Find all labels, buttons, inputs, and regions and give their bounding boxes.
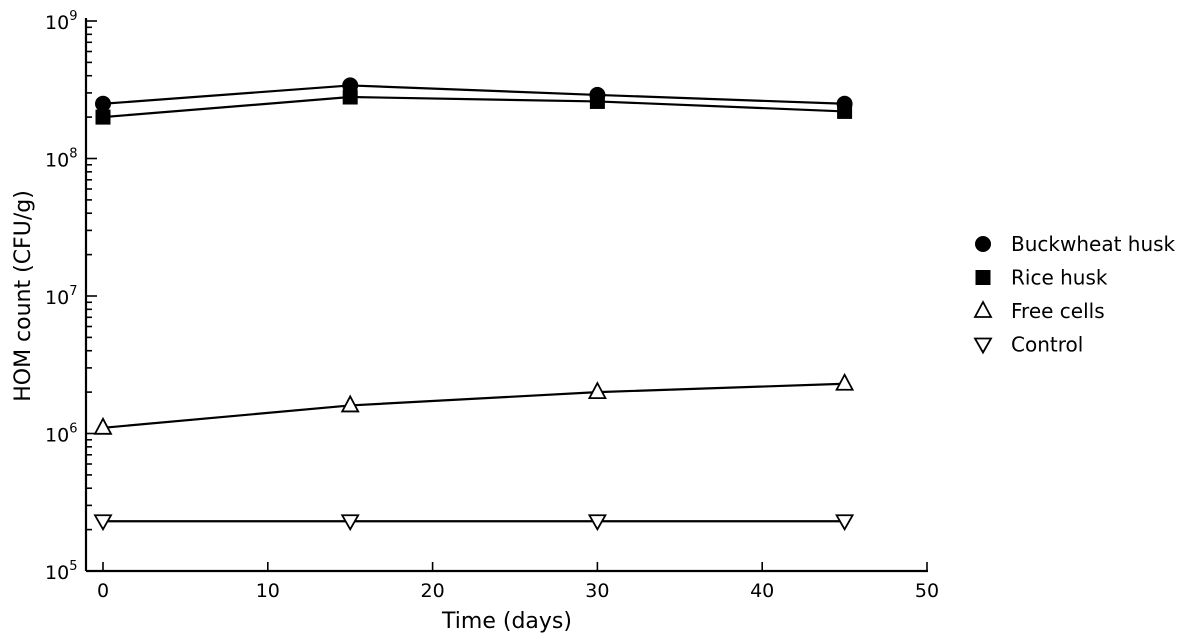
legend-marker-free-cells <box>973 300 993 318</box>
data-point-control <box>835 514 855 532</box>
series-control <box>93 514 855 532</box>
legend-marker-rice-husk <box>975 270 991 285</box>
legend-label-control: Control <box>1011 333 1083 357</box>
axes: 0 10 20 30 40 50 105 106 107 108 109 <box>45 9 939 602</box>
data-point-free-cells <box>93 416 113 435</box>
data-point-rice-husk <box>342 89 358 105</box>
series-rice-husk <box>95 89 853 125</box>
y-tick-label: 108 <box>45 147 77 172</box>
x-tick-label: 20 <box>421 580 445 602</box>
legend-item-control: Control <box>973 333 1083 357</box>
y-tick-label: 105 <box>45 559 77 584</box>
data-point-rice-husk <box>95 109 111 125</box>
series-free-cells <box>93 372 855 435</box>
data-point-free-cells <box>587 381 607 400</box>
data-point-rice-husk <box>837 103 853 119</box>
legend-label-free-cells: Free cells <box>1011 299 1105 323</box>
y-tick-label: 106 <box>45 422 77 447</box>
legend-label-buckwheat-husk: Buckwheat husk <box>1011 232 1176 256</box>
x-axis-label: Time (days) <box>441 609 572 634</box>
data-point-control <box>340 514 360 532</box>
legend-label-rice-husk: Rice husk <box>1011 266 1108 290</box>
y-tick-label: 109 <box>45 9 77 34</box>
data-point-buckwheat-husk <box>342 77 359 94</box>
x-tick-label: 40 <box>750 580 774 602</box>
series-line-buckwheat-husk <box>102 84 845 105</box>
data-point-free-cells <box>340 394 360 413</box>
legend-item-free-cells: Free cells <box>973 299 1105 323</box>
y-tick-label: 107 <box>45 284 77 309</box>
data-point-control <box>587 514 607 532</box>
series-layer <box>93 77 855 532</box>
data-point-free-cells <box>835 372 855 391</box>
y-axis-label: HOM count (CFU/g) <box>11 190 36 402</box>
legend: Buckwheat husk Rice husk Free cells Control <box>973 232 1176 357</box>
legend-item-rice-husk: Rice husk <box>975 266 1108 290</box>
x-tick-label: 30 <box>585 580 609 602</box>
legend-marker-control <box>973 337 993 355</box>
series-line-free-cells <box>102 382 845 429</box>
data-point-rice-husk <box>589 93 605 109</box>
x-tick-label: 10 <box>256 580 280 602</box>
legend-item-buckwheat-husk: Buckwheat husk <box>975 232 1176 256</box>
data-point-control <box>93 514 113 532</box>
x-tick-label: 0 <box>97 580 109 602</box>
series-line-rice-husk <box>102 95 845 119</box>
data-point-buckwheat-husk <box>95 95 111 112</box>
x-tick-label: 50 <box>915 580 939 602</box>
legend-marker-buckwheat-husk <box>975 236 991 252</box>
